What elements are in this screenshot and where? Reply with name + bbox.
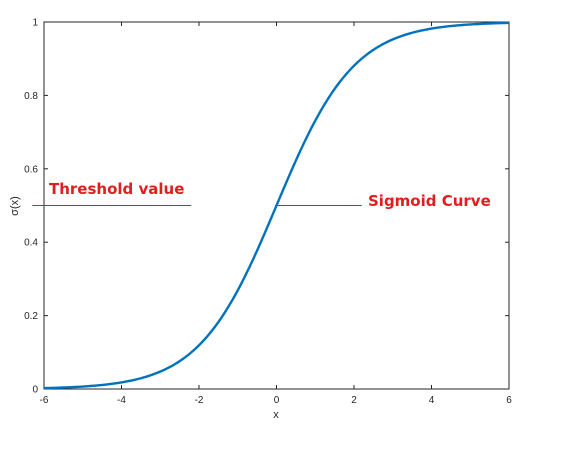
- x-tick-label: 6: [506, 395, 512, 406]
- x-axis-label: x: [273, 409, 279, 421]
- threshold-value-label: Threshold value: [49, 180, 184, 198]
- x-tick-label: 0: [274, 395, 280, 406]
- y-tick-label: 0.2: [24, 311, 38, 322]
- x-tick-label: -2: [195, 395, 204, 406]
- y-axis-label: σ(x): [9, 196, 21, 216]
- y-tick-label: 1: [32, 18, 38, 29]
- x-axis-ticks: -6 -4 -2 0 2 4 6: [40, 22, 512, 406]
- x-tick-label: 2: [351, 395, 357, 406]
- x-tick-label: -4: [117, 395, 126, 406]
- y-tick-label: 0: [32, 385, 38, 396]
- y-tick-label: 0.4: [24, 238, 38, 249]
- y-tick-label: 0.8: [24, 91, 38, 102]
- x-tick-label: 4: [429, 395, 435, 406]
- sigmoid-curve-label: Sigmoid Curve: [368, 192, 491, 210]
- y-tick-label: 0.6: [24, 164, 38, 175]
- annotations-layer: Threshold value Sigmoid Curve: [32, 180, 491, 210]
- x-tick-label: -6: [40, 395, 49, 406]
